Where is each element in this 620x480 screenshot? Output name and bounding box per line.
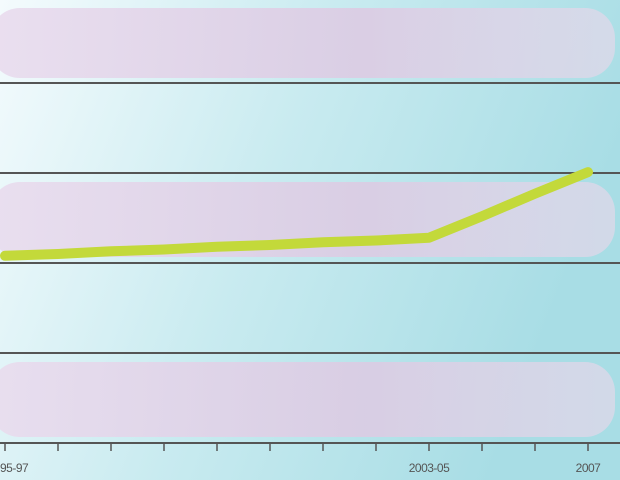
x-tick-label: 2003-05 — [409, 461, 450, 475]
band — [0, 8, 615, 78]
data-line — [0, 167, 593, 261]
band — [0, 182, 615, 257]
band — [0, 362, 615, 437]
gridlines — [0, 82, 620, 444]
x-tick-label: 2007 — [576, 461, 602, 475]
x-tick-label: 95-97 — [0, 461, 29, 475]
